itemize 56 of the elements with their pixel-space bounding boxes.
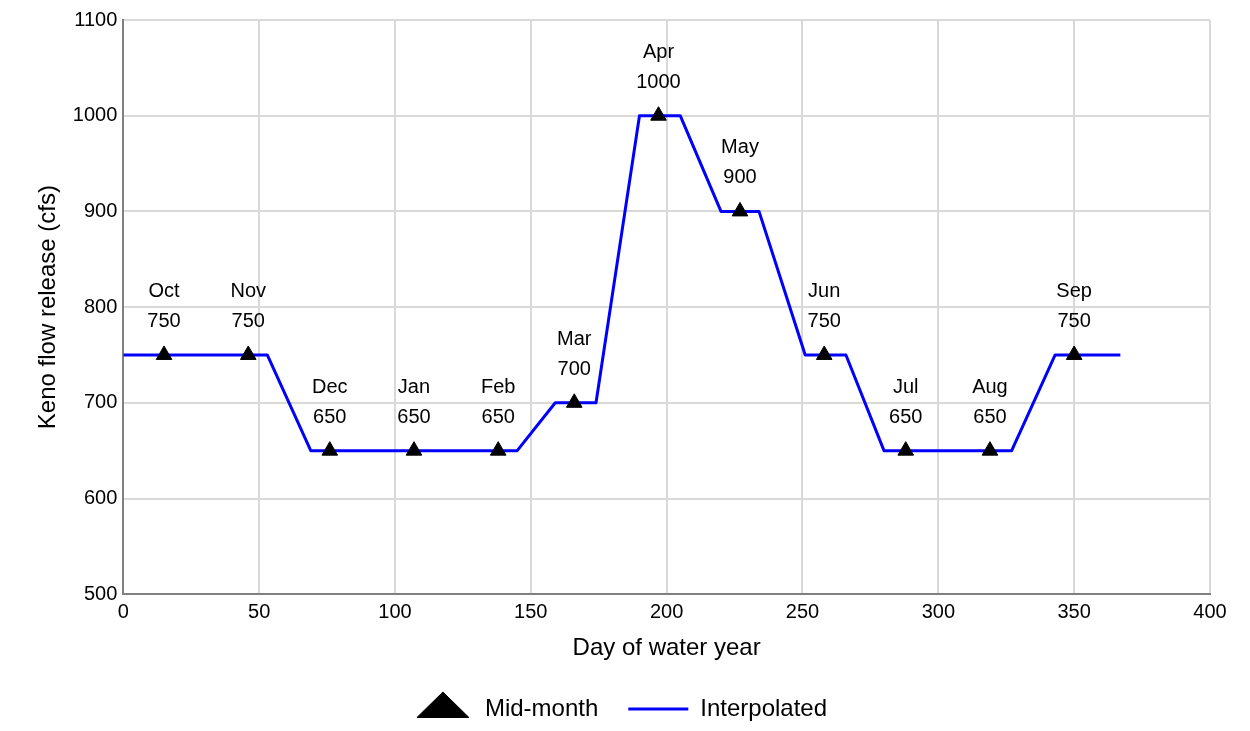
x-tick-label: 400 xyxy=(1193,599,1227,622)
data-label: 750 xyxy=(147,308,181,331)
legend-label: Interpolated xyxy=(700,693,828,721)
x-tick-label: 50 xyxy=(248,599,271,622)
point xyxy=(489,441,507,456)
annotation: May xyxy=(721,135,759,158)
data-label: 650 xyxy=(313,404,347,427)
data-label: 750 xyxy=(807,308,841,331)
point xyxy=(321,441,339,456)
y-tick-label: 900 xyxy=(83,198,118,221)
x-tick-label: 0 xyxy=(117,599,129,622)
annotation: Apr xyxy=(642,39,675,62)
point xyxy=(815,345,833,360)
x-axis-title: Day of water year xyxy=(572,633,761,661)
x-tick-label: 300 xyxy=(921,599,956,622)
annotation: Jan xyxy=(397,374,431,397)
x-tick-label: 150 xyxy=(514,599,548,622)
annotation: Jul xyxy=(892,374,919,397)
x-tick-label: 100 xyxy=(378,599,412,622)
legend-label: Mid-month xyxy=(484,693,599,721)
annotation: Mar xyxy=(557,326,592,349)
point xyxy=(155,345,173,360)
point xyxy=(1065,345,1083,360)
annotation: Nov xyxy=(230,278,267,301)
annotation: Aug xyxy=(972,374,1008,397)
annotation: Oct xyxy=(148,278,181,301)
y-tick-label: 1100 xyxy=(74,7,118,30)
annotation: Feb xyxy=(480,374,516,397)
x-tick-label: 250 xyxy=(785,599,820,622)
x-tick-label: 200 xyxy=(649,599,684,622)
data-label: 750 xyxy=(1057,308,1091,331)
point xyxy=(650,106,667,121)
data-label: 750 xyxy=(231,308,265,331)
point xyxy=(731,201,749,217)
annotation: Dec xyxy=(311,374,348,397)
point xyxy=(405,441,423,456)
point xyxy=(897,441,915,456)
y-axis-title: Keno flow release (cfs) xyxy=(33,185,61,430)
y-tick-label: 1000 xyxy=(72,103,118,126)
data-label: 650 xyxy=(973,404,1007,427)
data-label: 650 xyxy=(481,404,515,427)
data-label: 900 xyxy=(723,165,757,188)
y-tick-label: 700 xyxy=(83,390,118,413)
data-label: 650 xyxy=(889,404,923,427)
data-label: 1000 xyxy=(636,69,681,92)
annotation: Sep xyxy=(1056,278,1092,301)
data-label: 700 xyxy=(557,356,591,379)
point xyxy=(565,393,583,408)
y-tick-label: 600 xyxy=(83,486,118,509)
point xyxy=(239,345,257,360)
y-tick-label: 500 xyxy=(83,581,118,604)
x-tick-label: 350 xyxy=(1057,599,1091,622)
data-label: 650 xyxy=(397,404,431,427)
annotation: Jun xyxy=(808,278,841,301)
y-tick-label: 800 xyxy=(83,294,118,317)
point xyxy=(981,441,999,456)
